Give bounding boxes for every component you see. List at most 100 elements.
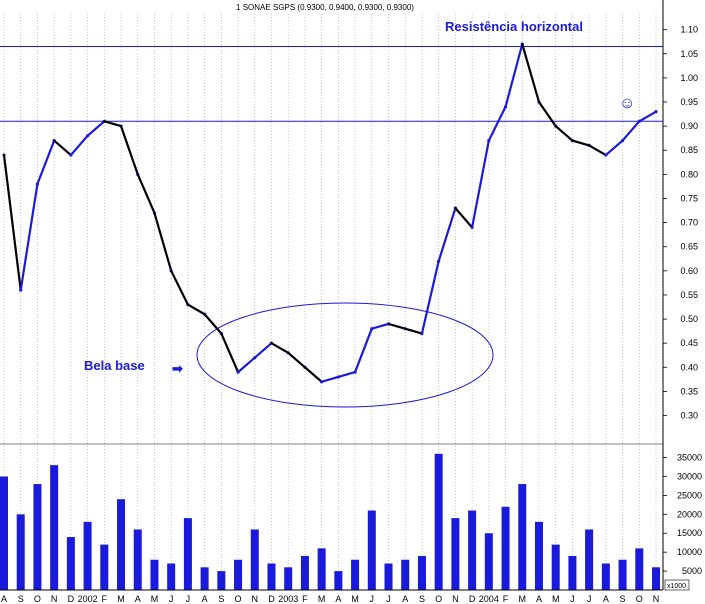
volume-bar [585,529,594,590]
price-segment [621,120,641,142]
price-segment [437,207,457,263]
price-segment [471,139,490,229]
month-label: A [335,594,341,604]
month-label: A [536,594,542,604]
price-tick-label: 0.70 [680,218,698,228]
volume-bar [635,548,644,590]
price-tick-label: 0.90 [680,121,698,131]
volume-bar [534,521,543,590]
price-point [654,110,658,114]
volume-bar [66,537,75,590]
price-segment [420,260,440,335]
volume-bar [167,563,176,590]
price-tick-label: 1.10 [680,25,698,35]
month-labels: A S O N D 2002 F M A M J J A S O N D 2003 F M A M J J A S O N D 2004 F… [1,594,659,604]
volume-bar [150,559,159,590]
volume-tick-label: 25000 [677,490,702,500]
base-annotation: Bela base [84,358,145,373]
price-segment [638,110,658,123]
month-label: O [636,594,643,604]
volume-bar [384,563,393,590]
volume-bar [100,544,109,590]
vertical-grid [3,14,657,590]
price-segment [153,211,173,272]
month-label: O [435,594,442,604]
volume-unit-label: x1000 [667,583,686,590]
month-label: M [351,594,359,604]
volume-bar [601,563,610,590]
volume-bar [183,518,192,590]
volume-tick-labels: 35000 30000 25000 20000 15000 10000 5000 [663,453,702,576]
month-label: F [102,594,108,604]
month-label: S [419,594,425,604]
volume-bar [551,544,560,590]
price-segment [370,322,390,330]
arrow-icon: ➡ [172,361,183,376]
price-segment [270,342,290,354]
price-segment [604,139,624,157]
volume-bar [451,518,460,590]
month-label: J [570,594,575,604]
price-tick-label: 0.40 [680,362,698,372]
volume-bar [367,510,376,590]
month-label: M [519,594,527,604]
price-segment [588,144,607,157]
price-segment [236,356,256,374]
month-label: A [603,594,609,604]
chart-title: 1 SONAE SGPS (0.9300, 0.9400, 0.9300, 0.… [236,3,414,12]
volume-tick-label: 35000 [677,453,702,463]
volume-bar [501,506,510,590]
price-segment [186,303,206,316]
month-label: M [552,594,560,604]
volume-tick-label: 15000 [677,528,702,538]
price-segment [86,120,106,137]
month-label: S [620,594,626,604]
price-tick-label: 0.85 [680,145,698,155]
price-segment [220,332,240,374]
month-label: J [186,594,191,604]
price-tick-label: 0.95 [680,97,698,107]
month-label: N [51,594,58,604]
price-segment [504,43,524,108]
price-segment [36,139,56,186]
month-label: 2004 [479,594,499,604]
volume-bar [434,453,443,590]
price-tick-label: 0.55 [680,290,698,300]
month-label: A [1,594,7,604]
volume-bar [568,555,577,590]
price-tick-label: 0.45 [680,338,698,348]
month-label: J [386,594,391,604]
month-label: J [370,594,375,604]
month-label: M [117,594,125,604]
volume-bar [0,476,8,590]
price-segment [119,125,139,176]
month-label: A [135,594,141,604]
volume-bar [16,514,25,590]
price-segment [69,134,89,157]
price-segment [454,207,474,229]
price-tick-label: 0.80 [680,169,698,179]
volume-bar [401,559,410,590]
price-segment [103,120,123,128]
price-segment [170,269,189,306]
smiley-icon: ☺ [619,95,635,112]
resistance-annotation: Resistência horizontal [445,19,583,34]
price-segment [303,366,323,383]
volume-bar [250,529,259,590]
price-segment [253,342,273,359]
volume-bar [618,559,627,590]
horizontal-resistance-lines [0,46,663,122]
volume-bar [83,521,92,590]
price-series [2,42,658,384]
price-segment [537,100,557,128]
volume-bar [217,571,226,590]
volume-bar [117,499,126,590]
price-tick-labels: 1.10 1.05 1.00 0.95 0.90 0.85 0.80 0.75 0.70 0.65… [663,25,698,421]
price-segment [487,105,507,142]
price-segment [387,322,407,330]
month-label: D [68,594,75,604]
volume-bar [300,555,309,590]
month-label: A [402,594,408,604]
price-segment [19,182,39,292]
